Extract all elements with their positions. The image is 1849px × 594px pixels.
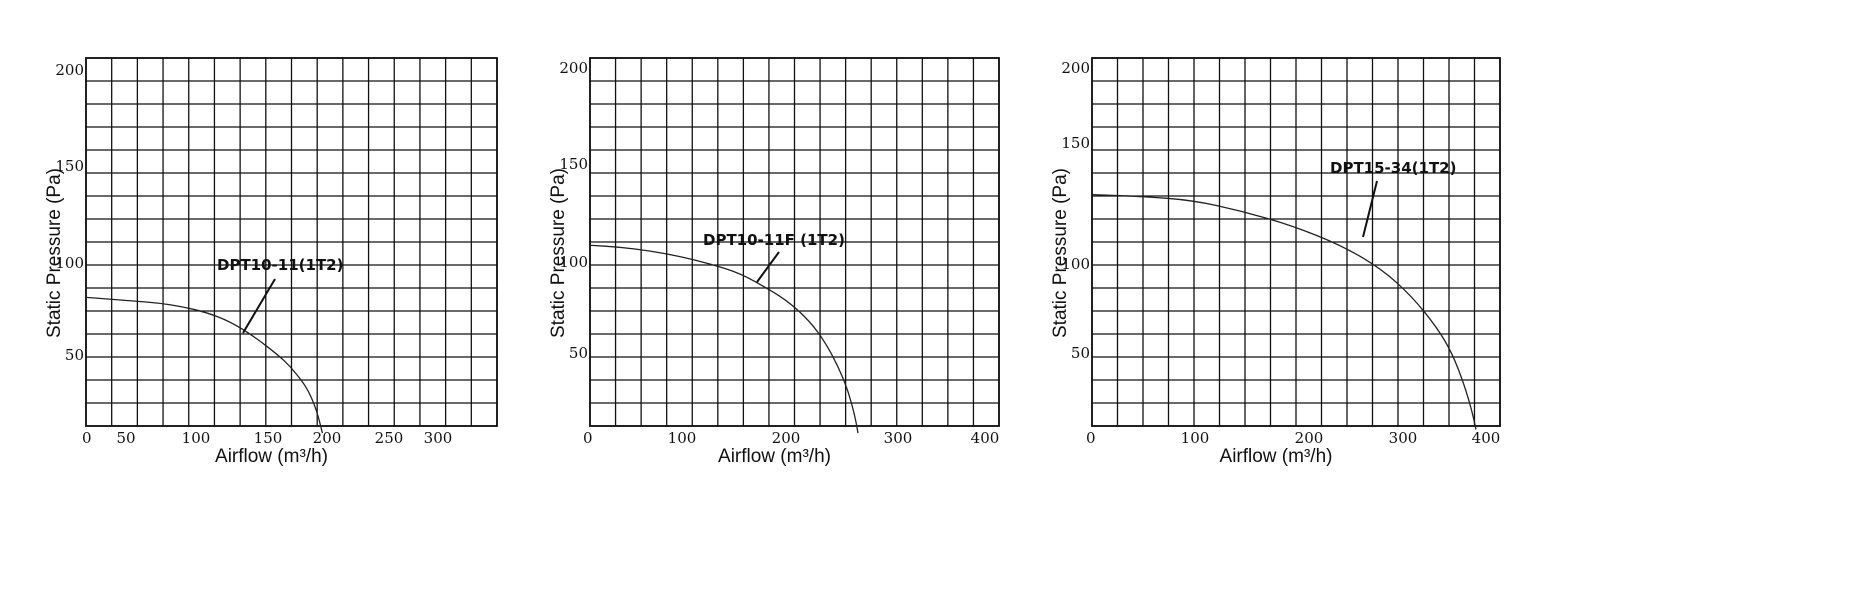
x-tick-label: 100 (1181, 429, 1210, 447)
series-label: DPT10-11(1T2) (217, 256, 343, 274)
series-label: DPT15-34(1T2) (1330, 159, 1456, 177)
y-tick-label: 150 (55, 157, 84, 175)
label-leader-line (756, 251, 780, 283)
y-tick-label: 200 (1061, 59, 1090, 77)
series-line (1091, 194, 1477, 430)
y-tick-label: 50 (65, 346, 84, 364)
y-tick-label: 50 (1071, 344, 1090, 362)
x-axis-label: Airflow (m³/h) (1220, 446, 1333, 467)
x-tick-label: 0 (583, 429, 593, 447)
x-tick-label: 400 (1472, 429, 1501, 447)
x-tick-label: 50 (116, 429, 135, 447)
x-tick-label: 400 (971, 429, 1000, 447)
x-tick-label: 300 (884, 429, 913, 447)
x-tick-label: 200 (772, 429, 801, 447)
grid (85, 57, 498, 427)
y-axis-label: Static Pressure (Pa) (548, 168, 569, 338)
grid (1091, 57, 1501, 427)
x-tick-label: 300 (424, 429, 453, 447)
x-axis-label: Airflow (m³/h) (215, 446, 328, 467)
y-tick-label: 150 (1061, 134, 1090, 152)
y-axis-label: Static Pressure (Pa) (1050, 168, 1071, 338)
y-tick-label: 100 (55, 254, 84, 272)
series-line (589, 244, 859, 434)
y-tick-label: 100 (1061, 255, 1090, 273)
x-tick-label: 100 (668, 429, 697, 447)
plot-frame (1091, 57, 1501, 427)
y-tick-label: 200 (55, 61, 84, 79)
x-tick-label: 300 (1389, 429, 1418, 447)
x-axis-label: Airflow (m³/h) (718, 446, 831, 467)
x-tick-label: 0 (1086, 429, 1096, 447)
y-tick-label: 50 (569, 344, 588, 362)
y-axis-label: Static Pressure (Pa) (44, 168, 65, 338)
y-tick-label: 200 (559, 59, 588, 77)
series-line (85, 296, 324, 434)
y-tick-label: 100 (559, 253, 588, 271)
x-tick-label: 150 (254, 429, 283, 447)
label-leader-line (242, 278, 276, 334)
plot-frame (85, 57, 498, 427)
x-tick-label: 250 (375, 429, 404, 447)
label-leader-line (1362, 180, 1378, 238)
x-tick-label: 0 (82, 429, 92, 447)
x-tick-label: 200 (313, 429, 342, 447)
x-tick-label: 200 (1295, 429, 1324, 447)
x-tick-label: 100 (182, 429, 211, 447)
y-tick-label: 150 (559, 155, 588, 173)
plot-frame (589, 57, 1000, 427)
series-label: DPT10-11F (1T2) (703, 231, 845, 249)
